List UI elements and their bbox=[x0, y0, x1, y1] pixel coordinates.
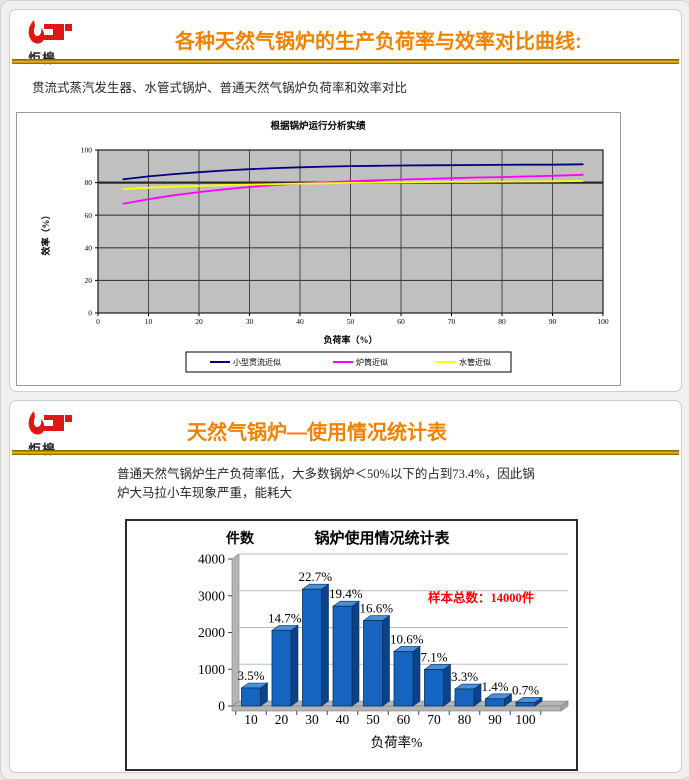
series-line-1 bbox=[122, 173, 584, 205]
bar-side-1 bbox=[290, 624, 299, 707]
bar-8 bbox=[485, 698, 505, 707]
y-tick-label: 3000 bbox=[198, 588, 225, 603]
bar-1 bbox=[271, 629, 292, 707]
brand-text: 炬槔 bbox=[28, 48, 56, 67]
logo: 炬槔 bbox=[24, 409, 76, 457]
bar-label-0: 3.5% bbox=[238, 668, 265, 683]
line-chart: 0 20 40 60 80 100 0 10 20 30 40 50 60 70 80 90 100 根据锅炉运行… bbox=[40, 120, 609, 373]
slide2-body: 普通天然气锅炉生产负荷率低，大多数锅炉＜50%以下的占到73.4%，因此锅 炉大… bbox=[117, 465, 587, 503]
flame-logo-icon bbox=[28, 411, 72, 435]
series-line-0 bbox=[122, 163, 584, 181]
y-tick-label: 40 bbox=[85, 243, 93, 252]
bar-label-2: 22.7% bbox=[299, 569, 333, 584]
series-line-2 bbox=[122, 180, 584, 190]
slide1-body: 贯流式蒸汽发生器、水管式锅炉、普通天然气锅炉负荷率和效率对比 bbox=[32, 81, 408, 95]
bar-label-8: 1.4% bbox=[482, 679, 509, 694]
slide2-body-line1: 普通天然气锅炉生产负荷率低，大多数锅炉＜50%以下的占到73.4%，因此锅 bbox=[117, 467, 535, 481]
bar-side-2 bbox=[321, 583, 329, 707]
bar-label-1: 14.7% bbox=[268, 610, 302, 625]
bar-label-3: 19.4% bbox=[329, 586, 363, 601]
x-category-label-8: 90 bbox=[488, 712, 502, 727]
y-tick-label: 0 bbox=[88, 309, 92, 318]
x-category-label-6: 70 bbox=[427, 712, 441, 727]
sample-total-annotation: 样本总数：14000件 bbox=[428, 590, 535, 605]
y-tick-label: 2000 bbox=[198, 625, 225, 640]
bar-4 bbox=[363, 620, 383, 707]
bar-side-4 bbox=[382, 615, 390, 707]
x-tick-label: 0 bbox=[96, 317, 100, 326]
flame-logo-icon bbox=[28, 20, 72, 44]
axis-wall bbox=[231, 553, 240, 707]
y-tick-label: 100 bbox=[81, 146, 93, 155]
legend-label-2: 水管近似 bbox=[459, 357, 491, 367]
slide1-title: 各种天然气锅炉的生产负荷率与效率对比曲线: bbox=[175, 31, 582, 53]
y-tick-label: 1000 bbox=[198, 662, 225, 677]
x-tick-label: 50 bbox=[347, 317, 355, 326]
header-rule bbox=[12, 450, 679, 455]
x-axis-label: 负荷率% bbox=[371, 734, 423, 750]
floor-front bbox=[231, 705, 562, 712]
header-rule bbox=[12, 59, 679, 64]
y-tick-label: 4000 bbox=[198, 552, 225, 567]
y-axis-label: 效率（%） bbox=[40, 210, 51, 255]
bar-9 bbox=[515, 701, 536, 707]
x-category-label-7: 80 bbox=[458, 712, 472, 727]
bar-label-9: 0.7% bbox=[512, 682, 539, 697]
bar-label-7: 3.3% bbox=[451, 669, 478, 684]
y-tick-label: 60 bbox=[85, 211, 93, 220]
legend-label-0: 小型贯流近似 bbox=[233, 357, 281, 367]
x-tick-label: 10 bbox=[145, 317, 153, 326]
slide-2: 炬槔 天然气锅炉—使用情况统计表 普通天然气锅炉生产负荷率低，大多数锅炉＜50%… bbox=[9, 400, 682, 773]
bar-label-4: 16.6% bbox=[360, 601, 394, 616]
bar-side-5 bbox=[412, 645, 421, 707]
x-category-label-0: 10 bbox=[244, 712, 258, 727]
line-chart-box: 0 20 40 60 80 100 0 10 20 30 40 50 60 70 80 90 100 根据锅炉运行… bbox=[16, 112, 621, 386]
bar-chart: 0 1000 2000 3000 4000 3.5% 10 14.7% 20 22.7% 30 19.… bbox=[198, 529, 569, 750]
y-axis-title: 件数 bbox=[226, 530, 255, 547]
x-category-label-5: 60 bbox=[397, 712, 411, 727]
x-axis-label: 负荷率（%） bbox=[323, 334, 377, 345]
bar-chart-box: 0 1000 2000 3000 4000 3.5% 10 14.7% 20 22.7% 30 19.… bbox=[125, 519, 578, 771]
bar-3 bbox=[332, 605, 353, 707]
bar-7 bbox=[454, 688, 475, 707]
x-category-label-1: 20 bbox=[275, 712, 289, 727]
bar-2 bbox=[302, 588, 322, 707]
bar-5 bbox=[393, 651, 414, 707]
bar-label-6: 7.1% bbox=[421, 649, 448, 664]
x-category-label-2: 30 bbox=[305, 712, 319, 727]
y-tick-label: 20 bbox=[85, 276, 93, 285]
x-category-label-9: 100 bbox=[515, 712, 536, 727]
bar-6 bbox=[424, 669, 444, 707]
bar-side-6 bbox=[443, 663, 451, 707]
x-tick-label: 90 bbox=[549, 317, 557, 326]
slide2-body-line2: 炉大马拉小车现象严重，能耗大 bbox=[117, 486, 293, 500]
x-category-label-3: 40 bbox=[336, 712, 350, 727]
slide2-title: 天然气锅炉—使用情况统计表 bbox=[187, 422, 447, 444]
legend-label-1: 炉筒近似 bbox=[356, 357, 388, 367]
x-tick-label: 60 bbox=[397, 317, 405, 326]
bar-label-5: 10.6% bbox=[390, 631, 424, 646]
x-tick-label: 40 bbox=[296, 317, 304, 326]
chart-title: 根据锅炉运行分析实绩 bbox=[270, 120, 366, 132]
x-tick-label: 30 bbox=[246, 317, 254, 326]
slide-1: 炬槔 各种天然气锅炉的生产负荷率与效率对比曲线: 贯流式蒸汽发生器、水管式锅炉、… bbox=[9, 9, 682, 392]
x-tick-label: 70 bbox=[448, 317, 456, 326]
bar-side-3 bbox=[351, 600, 360, 707]
y-tick-label: 80 bbox=[85, 178, 93, 187]
x-tick-label: 20 bbox=[195, 317, 203, 326]
bar-0 bbox=[241, 687, 261, 707]
floor-right bbox=[560, 700, 569, 712]
logo: 炬槔 bbox=[24, 18, 76, 66]
x-category-label-4: 50 bbox=[366, 712, 380, 727]
y-tick-label: 0 bbox=[218, 699, 225, 714]
x-tick-label: 100 bbox=[597, 317, 609, 326]
x-tick-label: 80 bbox=[498, 317, 506, 326]
brand-text: 炬槔 bbox=[28, 439, 56, 458]
chart-title: 锅炉使用情况统计表 bbox=[314, 529, 450, 547]
